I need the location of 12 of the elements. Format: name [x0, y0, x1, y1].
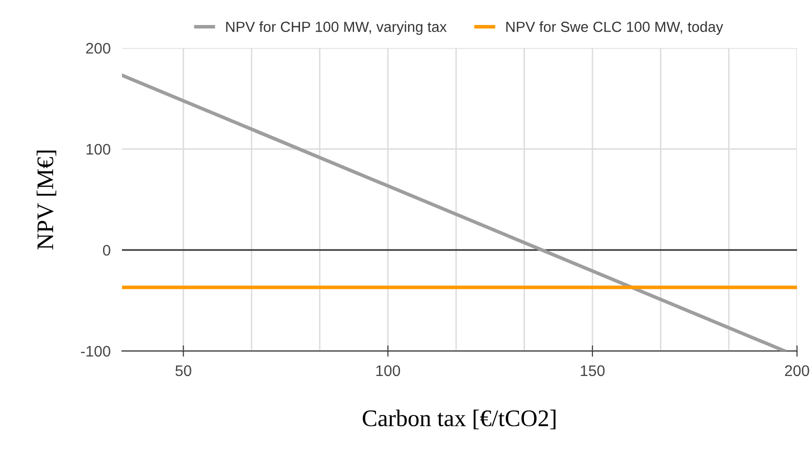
x-tick-label: 150 — [580, 365, 605, 376]
x-tick-label: 100 — [376, 365, 400, 376]
x-axis-title: Carbon tax [€/tCO2] — [362, 410, 556, 430]
y-axis-title: NPV [M€] — [36, 150, 56, 250]
y-tick-label: 0 — [102, 244, 110, 256]
legend-label: NPV for CHP 100 MW, varying tax — [226, 21, 447, 35]
x-tick-label: 50 — [175, 365, 192, 376]
y-tick-label: 200 — [86, 42, 110, 54]
y-tick-label: -100 — [80, 346, 110, 357]
y-tick-label: 100 — [86, 144, 110, 155]
legend-label: NPV for Swe CLC 100 MW, today — [506, 21, 724, 35]
x-tick-label: 200 — [785, 365, 810, 376]
